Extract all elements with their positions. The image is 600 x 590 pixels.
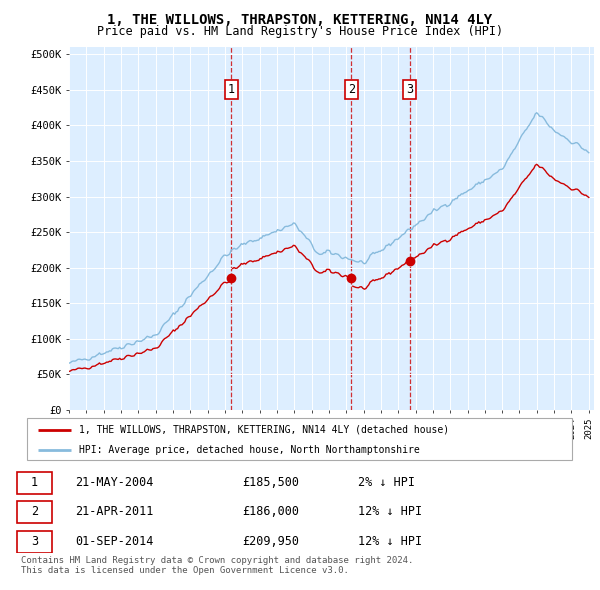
Text: £186,000: £186,000 <box>242 505 299 519</box>
Text: 3: 3 <box>406 83 413 96</box>
FancyBboxPatch shape <box>17 531 52 553</box>
Text: 1, THE WILLOWS, THRAPSTON, KETTERING, NN14 4LY: 1, THE WILLOWS, THRAPSTON, KETTERING, NN… <box>107 13 493 27</box>
Text: 1, THE WILLOWS, THRAPSTON, KETTERING, NN14 4LY (detached house): 1, THE WILLOWS, THRAPSTON, KETTERING, NN… <box>79 425 449 434</box>
Text: 12% ↓ HPI: 12% ↓ HPI <box>358 535 422 549</box>
Text: 2: 2 <box>348 83 355 96</box>
Text: Contains HM Land Registry data © Crown copyright and database right 2024.
This d: Contains HM Land Registry data © Crown c… <box>21 556 413 575</box>
Text: £209,950: £209,950 <box>242 535 299 549</box>
Text: 21-MAY-2004: 21-MAY-2004 <box>76 476 154 489</box>
Text: HPI: Average price, detached house, North Northamptonshire: HPI: Average price, detached house, Nort… <box>79 445 420 455</box>
Text: 2: 2 <box>31 505 38 519</box>
FancyBboxPatch shape <box>17 471 52 494</box>
Text: 3: 3 <box>31 535 38 549</box>
Text: 21-APR-2011: 21-APR-2011 <box>76 505 154 519</box>
FancyBboxPatch shape <box>17 501 52 523</box>
Text: 12% ↓ HPI: 12% ↓ HPI <box>358 505 422 519</box>
Text: 2% ↓ HPI: 2% ↓ HPI <box>358 476 415 489</box>
Text: 1: 1 <box>228 83 235 96</box>
Text: 1: 1 <box>31 476 38 489</box>
Text: Price paid vs. HM Land Registry's House Price Index (HPI): Price paid vs. HM Land Registry's House … <box>97 25 503 38</box>
Text: £185,500: £185,500 <box>242 476 299 489</box>
Text: 01-SEP-2014: 01-SEP-2014 <box>76 535 154 549</box>
FancyBboxPatch shape <box>27 418 572 460</box>
